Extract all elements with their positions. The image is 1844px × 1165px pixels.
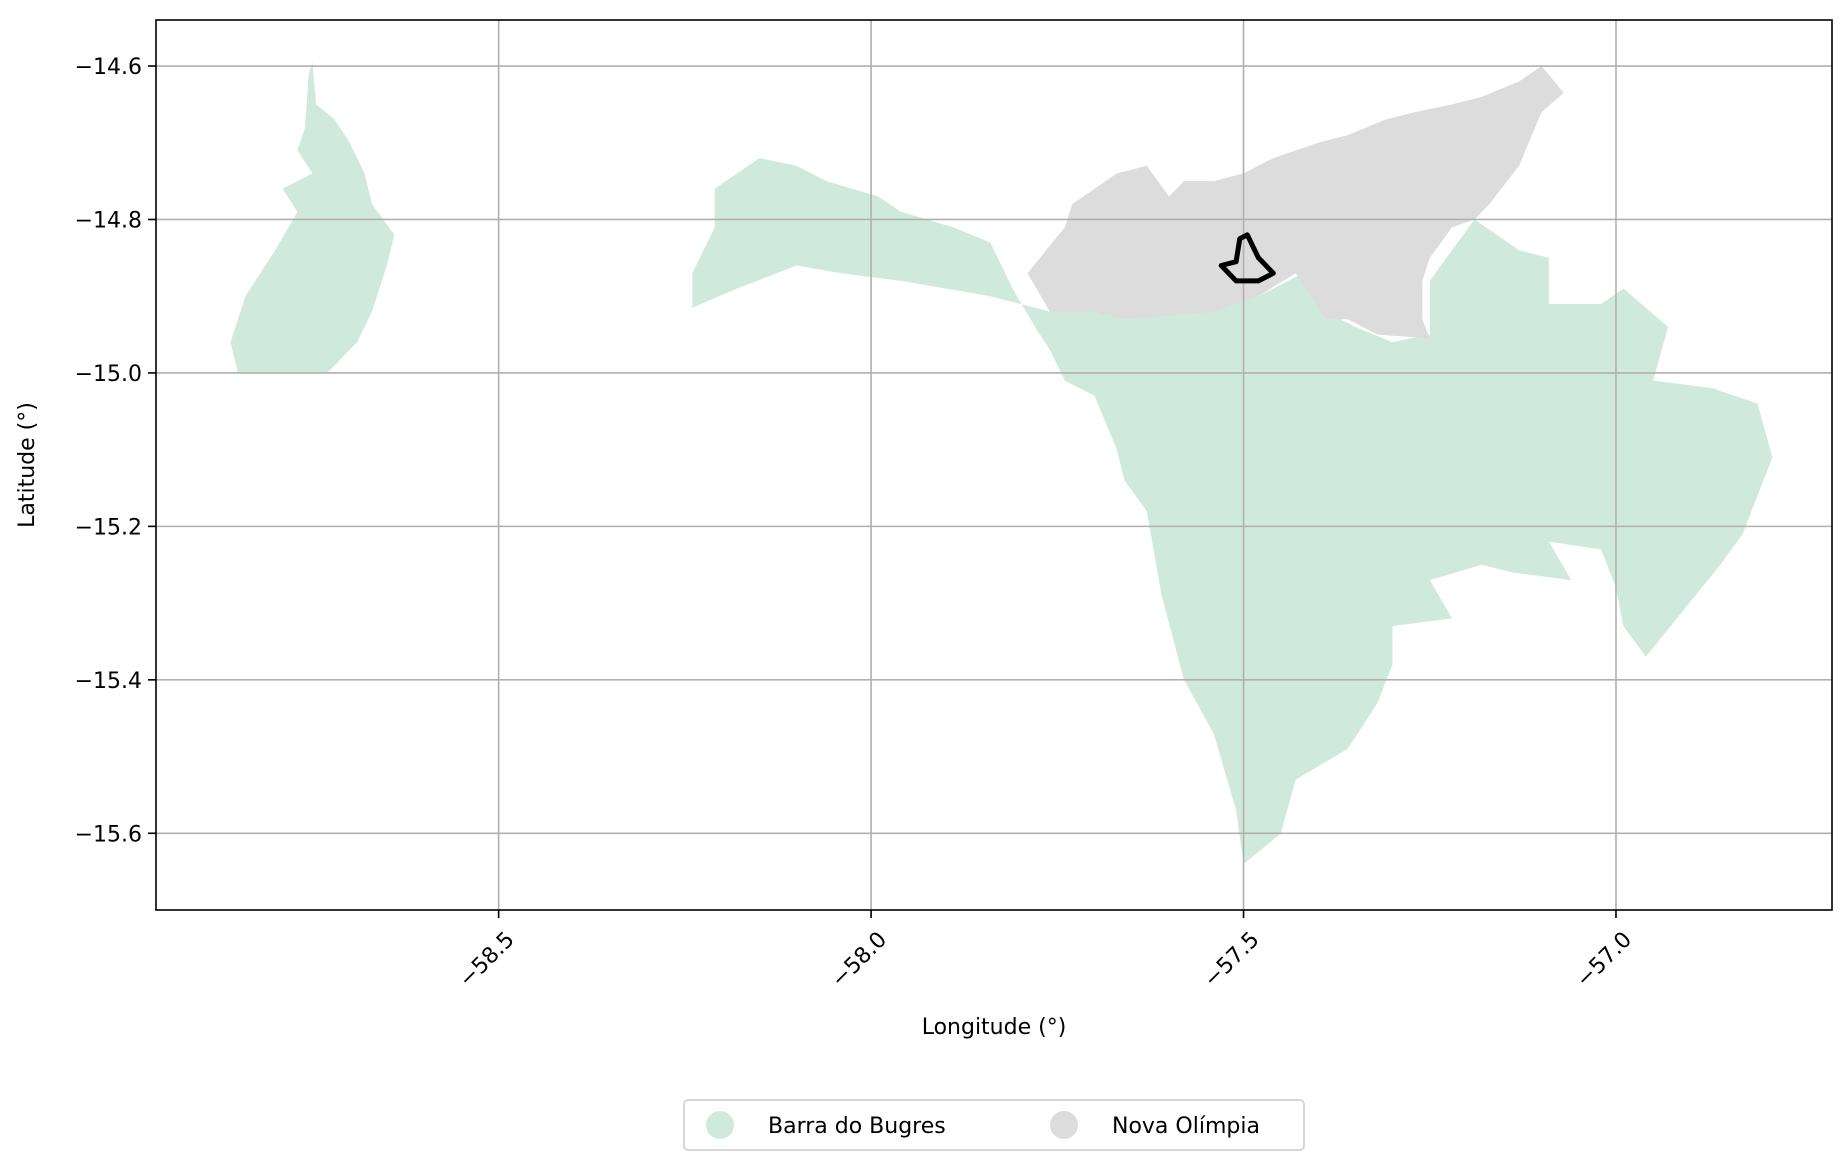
- highlighted-area-outline: [1218, 232, 1276, 284]
- plot-frame: [155, 19, 1833, 911]
- x-tick-label-2: −57.5: [1199, 927, 1264, 992]
- outline-layer: [1218, 232, 1276, 284]
- y-tick-label-1: −14.8: [75, 208, 142, 233]
- y-tick-label-2: −15.0: [75, 362, 142, 387]
- y-tick-label-5: −15.6: [75, 822, 142, 847]
- grid-layer: [156, 20, 1832, 910]
- legend-marker-barra-do-bugres: [706, 1111, 734, 1139]
- y-tick-label-3: −15.2: [75, 515, 142, 540]
- x-axis-label: Longitude (°): [922, 1015, 1067, 1040]
- x-tick-label-3: −57.0: [1572, 927, 1637, 992]
- y-tick-label-0: −14.6: [75, 55, 142, 80]
- x-tick-label-0: −58.5: [454, 927, 519, 992]
- legend-marker-nova-olimpia: [1050, 1111, 1078, 1139]
- y-tick-label-4: −15.4: [75, 669, 142, 694]
- y-axis-label: Latitude (°): [15, 402, 40, 528]
- region-barra-do-bugres-part-1: [692, 158, 1773, 865]
- region-layer: [230, 62, 1773, 865]
- region-nova-olimpia-part-0: [1027, 66, 1564, 339]
- legend-box: [683, 1099, 1305, 1151]
- legend-label-barra-do-bugres: Barra do Bugres: [768, 1114, 946, 1139]
- x-tick-label-1: −58.0: [827, 927, 892, 992]
- legend: Barra do Bugres Nova Olímpia: [683, 1099, 1305, 1151]
- region-barra-do-bugres-part-0: [230, 62, 395, 373]
- legend-label-nova-olimpia: Nova Olímpia: [1112, 1114, 1260, 1139]
